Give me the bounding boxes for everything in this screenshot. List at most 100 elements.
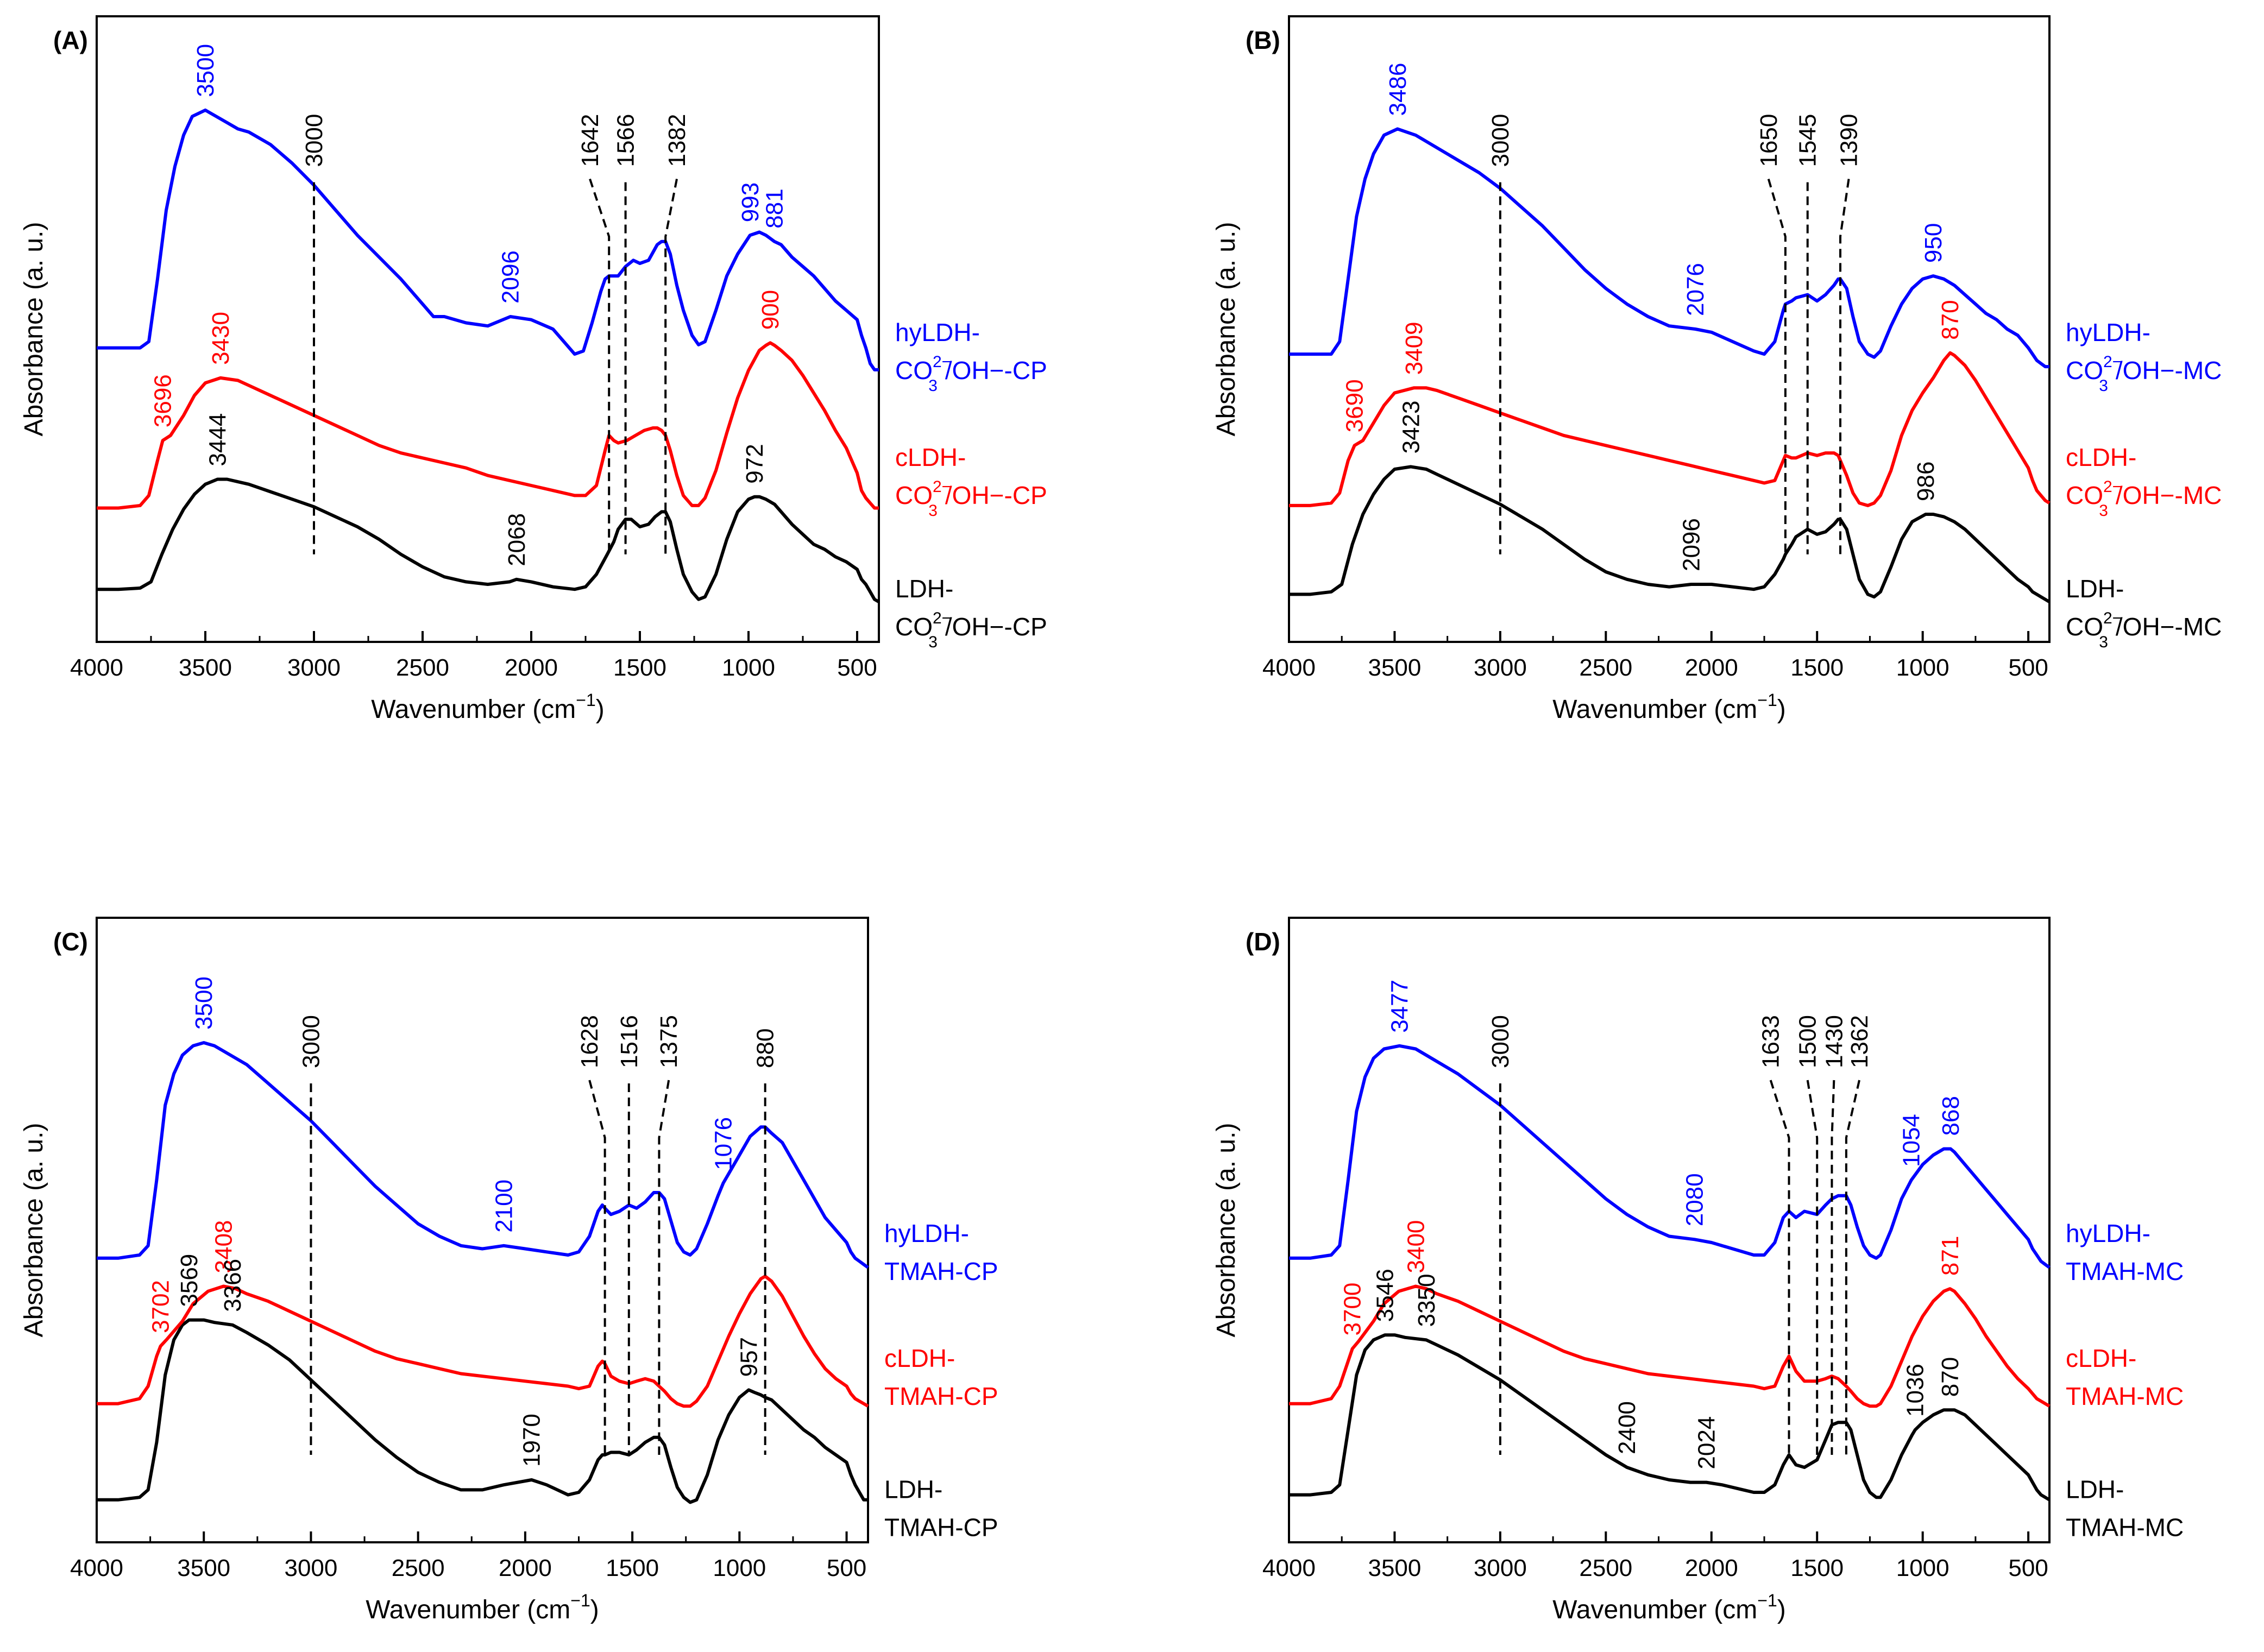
x-tick-label: 3500	[1368, 1555, 1421, 1581]
x-tick-label: 2000	[499, 1555, 552, 1581]
x-tick-label: 4000	[70, 654, 123, 681]
series-line-0	[1289, 465, 2051, 603]
plot-frame	[96, 917, 869, 1543]
x-tick-label: 2500	[396, 654, 449, 681]
peak-label: 2068	[504, 513, 530, 566]
panel-3: (D) 4000 3500 3000 2500 2000 1500 1000 500 Wavenu…	[1212, 917, 2184, 1624]
x-tick-label: 3500	[177, 1555, 230, 1581]
guide-label: 1566	[613, 114, 639, 167]
peak-label: 3350	[1413, 1274, 1440, 1327]
x-tick-label: 3500	[179, 654, 232, 681]
peak-label: 2100	[490, 1180, 517, 1233]
x-tick-label: 1500	[606, 1555, 659, 1581]
y-axis-label: Absorbance (a. u.)	[1212, 222, 1241, 437]
legend-label: hyLDH-	[895, 318, 980, 346]
peak-label: 3408	[211, 1220, 237, 1273]
x-tick-label: 1000	[1896, 654, 1949, 681]
series-line-0	[1289, 1333, 2051, 1502]
peak-label: 3444	[204, 413, 231, 466]
peak-label: 2024	[1693, 1416, 1720, 1470]
x-tick-label: 3500	[1368, 654, 1421, 681]
peak-label: 900	[757, 290, 784, 330]
series-line-0	[97, 477, 880, 603]
panel-label: (A)	[53, 26, 88, 54]
legend-label: cLDH-	[884, 1344, 955, 1372]
guide-label: 3000	[298, 1015, 324, 1068]
x-tick-label: 2000	[505, 654, 558, 681]
legend-label: TMAH-CP	[884, 1513, 998, 1541]
guide-label: 1628	[576, 1015, 603, 1068]
peak-label: 3430	[207, 312, 234, 365]
series-line-1	[1289, 1284, 2051, 1408]
guide-line	[664, 179, 678, 554]
peak-label: 3400	[1403, 1220, 1429, 1273]
x-tick-label: 500	[837, 654, 877, 681]
guide-label: 1390	[1836, 114, 1863, 167]
guide-label: 1430	[1821, 1015, 1847, 1068]
peak-label: 986	[1913, 462, 1939, 501]
guide-line	[1831, 1080, 1835, 1455]
guide-label: 880	[752, 1029, 779, 1068]
guide-label: 1650	[1756, 114, 1782, 167]
x-tick-label: 3000	[287, 654, 341, 681]
peak-label: 972	[741, 444, 768, 483]
legend-label: TMAH-MC	[2066, 1382, 2184, 1410]
legend-label: CO2− 3/OH−-MC	[2066, 353, 2222, 395]
peak-label: 3500	[191, 976, 217, 1030]
peak-label: 3569	[176, 1254, 203, 1307]
x-tick-label: 1000	[713, 1555, 766, 1581]
guide-label: 1633	[1758, 1015, 1784, 1068]
guide-line	[1767, 178, 1787, 554]
peak-label: 3486	[1385, 63, 1411, 116]
guide-label: 1642	[577, 114, 603, 167]
guide-label: 1382	[664, 114, 690, 167]
peak-label: 2096	[1678, 518, 1705, 571]
peak-label: 3696	[150, 374, 177, 427]
peak-label: 870	[1937, 300, 1964, 339]
guide-label: 1362	[1846, 1015, 1873, 1068]
legend-label: cLDH-	[2066, 1344, 2136, 1372]
legend-label: CO2− 3/OH−-MC	[2066, 609, 2222, 651]
peak-label: 3500	[192, 44, 219, 97]
x-tick-label: 1500	[1790, 654, 1844, 681]
legend-label: hyLDH-	[2066, 318, 2150, 346]
legend-label: CO2− 3/OH−-CP	[895, 353, 1047, 395]
peak-label: 2076	[1682, 263, 1709, 316]
x-tick-label: 2000	[1685, 654, 1738, 681]
y-axis-label: Absorbance (a. u.)	[20, 1123, 48, 1338]
guide-label: 1516	[616, 1015, 643, 1068]
series-line-0	[97, 1318, 868, 1504]
peak-label: 3690	[1342, 379, 1368, 432]
x-tick-label: 3000	[1474, 654, 1527, 681]
guide-line	[1845, 1080, 1860, 1455]
x-tick-label: 3000	[1474, 1555, 1527, 1581]
guide-line	[1769, 1080, 1790, 1455]
peak-label: 1076	[710, 1117, 737, 1170]
x-tick-label: 1500	[613, 654, 666, 681]
legend-label: LDH-	[884, 1475, 942, 1503]
peak-label: 3366	[219, 1259, 246, 1312]
legend-label: TMAH-CP	[884, 1382, 998, 1410]
legend-label: LDH-	[2066, 575, 2124, 603]
legend-label: hyLDH-	[884, 1219, 969, 1247]
peak-label: 870	[1937, 1357, 1964, 1397]
x-tick-label: 1000	[722, 654, 775, 681]
x-tick-label: 1500	[1790, 1555, 1844, 1581]
x-tick-label: 2500	[1579, 654, 1632, 681]
guide-line	[1839, 179, 1850, 554]
guide-label: 3000	[1487, 1015, 1514, 1068]
peak-label: 2096	[498, 250, 524, 304]
legend-label: TMAH-CP	[884, 1257, 998, 1285]
peak-label: 3546	[1372, 1269, 1399, 1322]
peak-label: 3409	[1401, 321, 1427, 375]
plot-frame	[1288, 15, 2051, 643]
panel-1: (B) 4000 3500 3000 2500 2000 1500 1000 500 Wavenu…	[1212, 15, 2222, 724]
series-line-2	[1289, 1044, 2051, 1269]
legend-label: cLDH-	[895, 443, 966, 471]
series-line-2	[97, 108, 879, 371]
guide-label: 3000	[1487, 114, 1514, 167]
peak-label: 2400	[1614, 1401, 1640, 1454]
legend-label: TMAH-MC	[2066, 1257, 2184, 1285]
guide-line	[658, 1080, 670, 1455]
